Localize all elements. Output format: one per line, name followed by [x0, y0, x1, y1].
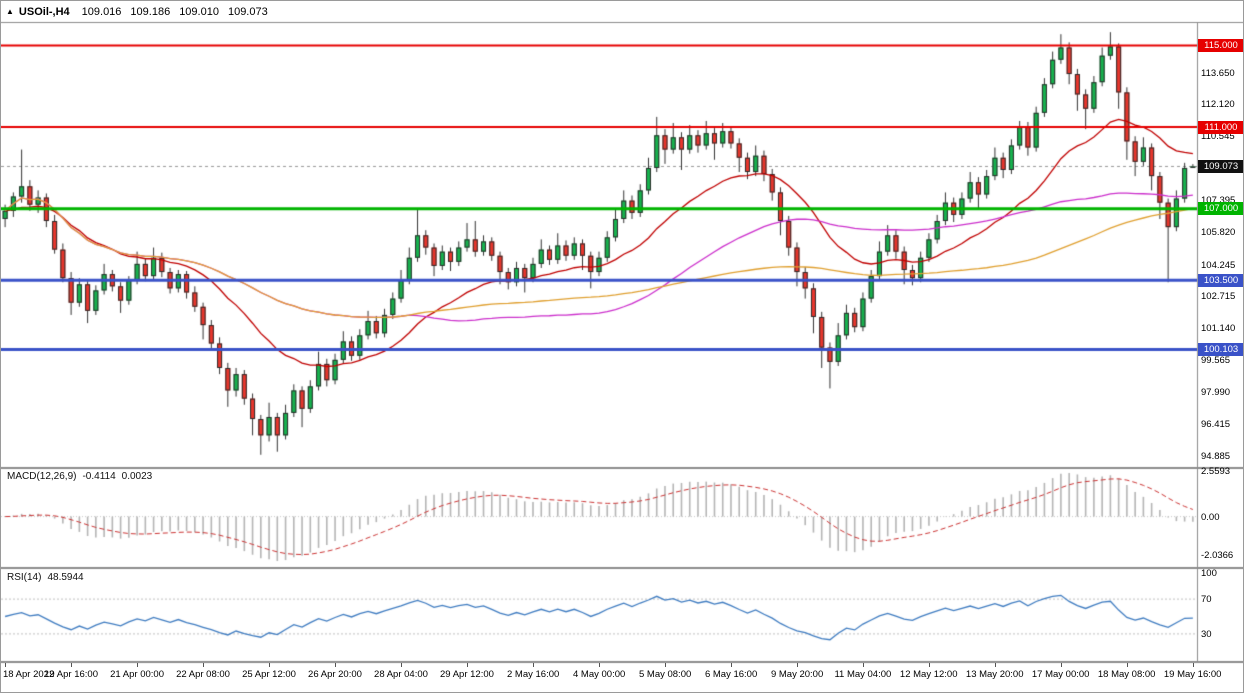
time-axis-label: 13 May 20:00	[965, 669, 1024, 680]
time-axis-tick	[863, 663, 864, 667]
time-axis-label: 2 May 16:00	[507, 669, 560, 680]
price-axis-label: 110.545	[1201, 130, 1235, 142]
time-axis-label: 19 Apr 16:00	[44, 669, 98, 680]
time-axis-label: 19 May 16:00	[1163, 669, 1222, 680]
time-axis-label: 4 May 00:00	[573, 669, 626, 680]
price-level-badge: 100.103	[1198, 343, 1243, 357]
time-axis-tick	[929, 663, 930, 667]
time-axis-tick	[1061, 663, 1062, 667]
time-axis-tick	[731, 663, 732, 667]
price-level-badge: 103.500	[1198, 273, 1243, 287]
time-axis-tick	[335, 663, 336, 667]
rsi-axis-label: 100	[1201, 568, 1217, 579]
time-axis-label: 9 May 20:00	[770, 669, 824, 680]
time-axis-tick	[137, 663, 138, 667]
rsi-axis-label: 70	[1201, 594, 1212, 606]
symbol-timeframe-label: USOil-,H4	[18, 5, 70, 18]
time-axis-tick	[71, 663, 72, 667]
macd-axis-label: -2.0366	[1201, 550, 1234, 561]
price-axis-label: 113.650	[1201, 67, 1235, 79]
time-axis-tick	[467, 663, 468, 667]
time-axis-label: 26 Apr 20:00	[308, 669, 362, 680]
time-axis-tick	[599, 663, 600, 667]
macd-value: -0.4114	[82, 471, 116, 482]
time-axis-label: 28 Apr 04:00	[374, 669, 428, 680]
macd-axis-label: 0.00	[1201, 511, 1220, 523]
price-axis-label: 96.415	[1201, 419, 1231, 431]
time-axis-tick	[203, 663, 204, 667]
macd-name: MACD(12,26,9)	[7, 471, 77, 482]
rsi-name: RSI(14)	[7, 572, 42, 583]
price-level-badge: 115.000	[1198, 38, 1243, 52]
time-axis-tick	[1127, 663, 1128, 667]
macd-indicator-label: MACD(12,26,9) -0.4114 0.0023	[7, 471, 158, 482]
time-axis-label: 29 Apr 12:00	[440, 669, 494, 680]
price-axis-label: 101.140	[1201, 322, 1236, 334]
time-axis-tick	[1193, 663, 1194, 667]
current-price-badge: 109.073	[1198, 159, 1243, 173]
ohlc-low-value: 109.010	[179, 5, 219, 18]
price-axis-label: 107.395	[1201, 195, 1236, 207]
triangle-icon: ▲	[6, 7, 14, 16]
time-axis-tick	[401, 663, 402, 667]
time-axis-tick	[995, 663, 996, 667]
time-axis-tick	[665, 663, 666, 667]
time-axis-tick	[5, 663, 6, 667]
ohlc-high-value: 109.186	[130, 5, 171, 18]
time-axis-label: 18 Apr 2022	[3, 669, 55, 680]
macd-axis-label: 2.5593	[1201, 466, 1231, 477]
time-axis-label: 5 May 08:00	[638, 669, 692, 680]
chart-title-bar: ▲ USOil-,H4 109.016 109.186 109.010 109.…	[1, 1, 1243, 22]
time-axis-label: 22 Apr 08:00	[176, 669, 230, 680]
time-axis-label: 12 May 12:00	[899, 669, 958, 680]
ohlc-open-value: 109.016	[81, 5, 122, 18]
price-axis-label: 105.820	[1201, 227, 1236, 239]
rsi-indicator-label: RSI(14) 48.5944	[7, 572, 90, 583]
time-axis-label: 11 May 04:00	[834, 669, 892, 680]
time-axis-tick	[269, 663, 270, 667]
price-axis-label: 99.565	[1201, 355, 1231, 367]
price-axis-label: 104.245	[1201, 259, 1236, 271]
time-axis-label: 6 May 16:00	[704, 669, 758, 680]
rsi-axis-label: 30	[1201, 628, 1212, 640]
time-axis-label: 21 Apr 00:00	[110, 669, 164, 680]
price-level-badge: 111.000	[1198, 120, 1243, 134]
time-axis-tick	[797, 663, 798, 667]
price-axis-label: 94.885	[1201, 450, 1231, 462]
price-axis-label: 112.120	[1201, 98, 1235, 110]
rsi-value: 48.5944	[47, 572, 84, 583]
time-axis-label: 25 Apr 12:00	[242, 669, 296, 680]
time-axis-label: 17 May 00:00	[1031, 669, 1090, 680]
price-level-badge: 107.000	[1198, 202, 1243, 216]
price-axis-label: 97.990	[1201, 387, 1231, 399]
price-axis-label: 102.715	[1201, 290, 1236, 302]
time-axis-label: 18 May 08:00	[1097, 669, 1156, 680]
time-axis-tick	[533, 663, 534, 667]
macd-signal-value: 0.0023	[121, 471, 153, 482]
ohlc-close-value: 109.073	[227, 5, 268, 18]
